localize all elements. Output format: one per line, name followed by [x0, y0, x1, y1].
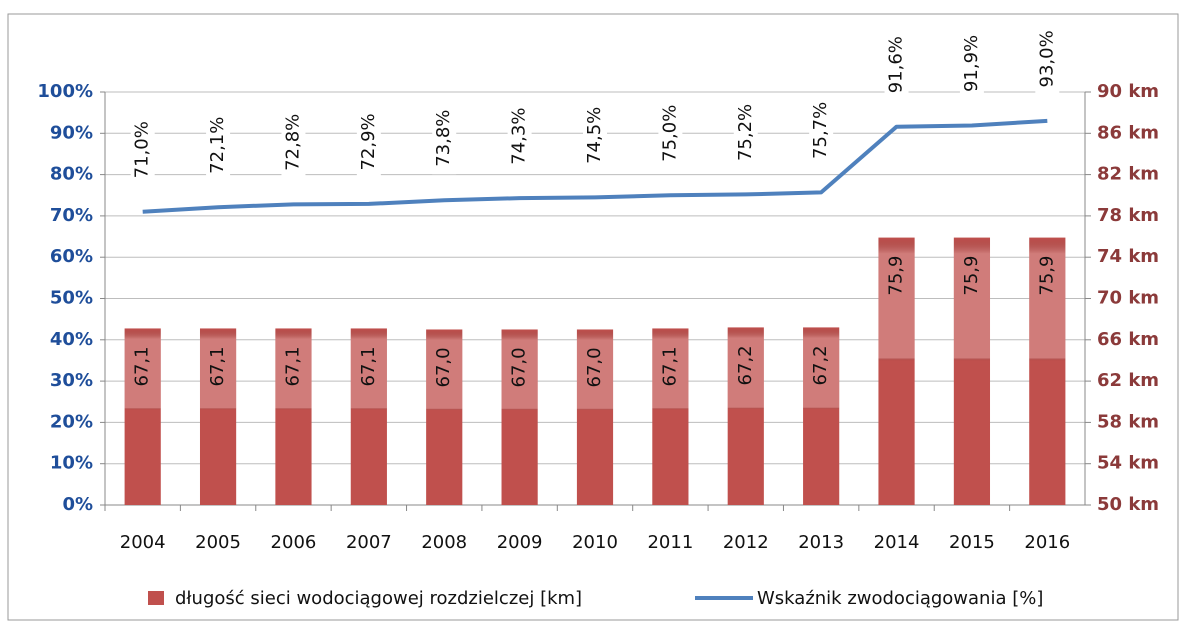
x-tick-label: 2011 [647, 532, 693, 553]
x-tick-label: 2009 [497, 532, 543, 553]
line-value-label: 75,2% [735, 104, 756, 161]
bar-shade [199, 328, 237, 505]
y-tick-label: 90% [50, 122, 93, 143]
line-value-label: 74,3% [509, 108, 530, 165]
line-value-label: 72,9% [358, 113, 379, 170]
bar-value-label: 75,9 [886, 256, 907, 296]
line-value-label: 75,0% [659, 105, 680, 162]
label-bg [733, 96, 758, 169]
x-tick-label: 2008 [421, 532, 467, 553]
x-tick-label: 2015 [949, 532, 995, 553]
y2-tick-label: 58 km [1097, 411, 1159, 432]
line-value-label: 73,8% [433, 110, 454, 167]
bar-shade [275, 328, 312, 505]
x-tick-label: 2006 [271, 532, 317, 553]
line-value-label: 91,9% [961, 35, 982, 92]
line-value-label: 72,1% [207, 117, 228, 174]
line-value-label: 93,0% [1036, 30, 1057, 87]
label-bg [281, 106, 306, 179]
bar-shade [501, 329, 538, 505]
bar-value-label: 67,2 [735, 345, 756, 385]
bar-value-label: 67,0 [433, 347, 454, 387]
label-bg [658, 97, 683, 170]
label-bg [959, 27, 984, 100]
y2-tick-label: 54 km [1097, 453, 1159, 474]
bar-shade [953, 237, 991, 505]
line-value-label: 91,6% [886, 36, 907, 93]
y2-tick-label: 90 km [1097, 81, 1159, 102]
y2-tick-label: 86 km [1097, 122, 1159, 143]
bar-value-label: 67,1 [659, 346, 680, 386]
legend-label: Wskaźnik zwodociągowania [%] [757, 588, 1043, 609]
label-bg [884, 28, 909, 101]
legend-label: długość sieci wodociągowej rozdzielczej … [175, 588, 582, 609]
y-tick-label: 80% [50, 164, 93, 185]
x-tick-label: 2010 [572, 532, 618, 553]
line-value-label: 71,0% [132, 121, 153, 178]
y2-tick-label: 74 km [1097, 246, 1159, 267]
legend-swatch [148, 591, 164, 605]
line [142, 118, 1048, 214]
y2-tick-label: 78 km [1097, 205, 1159, 226]
line-value-label: 72,8% [282, 114, 303, 171]
bar-value-label: 67,1 [358, 346, 379, 386]
bar-shade [350, 328, 387, 505]
bar-value-label: 67,1 [282, 346, 303, 386]
line-value-label: 74,5% [584, 107, 605, 164]
bar-shade [652, 328, 689, 505]
y2-tick-label: 50 km [1097, 494, 1159, 515]
bar-value-label: 67,2 [810, 345, 831, 385]
bar-shade [1029, 237, 1066, 505]
line-value-label: 75,7% [810, 102, 831, 159]
y-tick-label: 0% [62, 494, 93, 515]
y2-tick-label: 62 km [1097, 370, 1159, 391]
label-bg [809, 94, 834, 167]
x-tick-label: 2013 [798, 532, 844, 553]
y-tick-label: 40% [50, 329, 93, 350]
label-bg [206, 109, 231, 182]
bar-shade [878, 237, 915, 505]
y-tick-label: 20% [50, 411, 93, 432]
bar-shade [803, 327, 840, 505]
bar-value-label: 67,0 [584, 347, 605, 387]
y-tick-label: 30% [50, 370, 93, 391]
label-bg [356, 105, 381, 178]
y-tick-label: 50% [50, 288, 93, 309]
x-tick-label: 2014 [874, 532, 920, 553]
y2-tick-label: 82 km [1097, 164, 1159, 185]
bar-value-label: 75,9 [1036, 256, 1057, 296]
y-tick-label: 60% [50, 246, 93, 267]
y-tick-label: 10% [50, 453, 93, 474]
label-bg [583, 99, 607, 172]
x-tick-label: 2005 [195, 532, 241, 553]
bar-value-label: 67,1 [132, 346, 153, 386]
x-tick-label: 2012 [723, 532, 769, 553]
x-tick-label: 2007 [346, 532, 392, 553]
y-tick-label: 70% [50, 205, 93, 226]
bar-shade [426, 329, 463, 505]
label-bg [130, 113, 155, 186]
label-bg [432, 102, 457, 175]
bar-shade [124, 328, 161, 505]
y2-tick-label: 70 km [1097, 288, 1159, 309]
y-tick-label: 100% [37, 81, 93, 102]
label-bg [1035, 22, 1060, 95]
bar-shade [576, 329, 614, 505]
bar-value-label: 75,9 [961, 256, 982, 296]
bar-shade [727, 327, 764, 505]
x-tick-label: 2016 [1024, 532, 1070, 553]
bar-value-label: 67,0 [509, 347, 530, 387]
bar-value-label: 67,1 [207, 346, 228, 386]
x-tick-label: 2004 [120, 532, 166, 553]
label-bg [507, 100, 532, 173]
chart-frame [7, 13, 1179, 621]
y2-tick-label: 66 km [1097, 329, 1159, 350]
